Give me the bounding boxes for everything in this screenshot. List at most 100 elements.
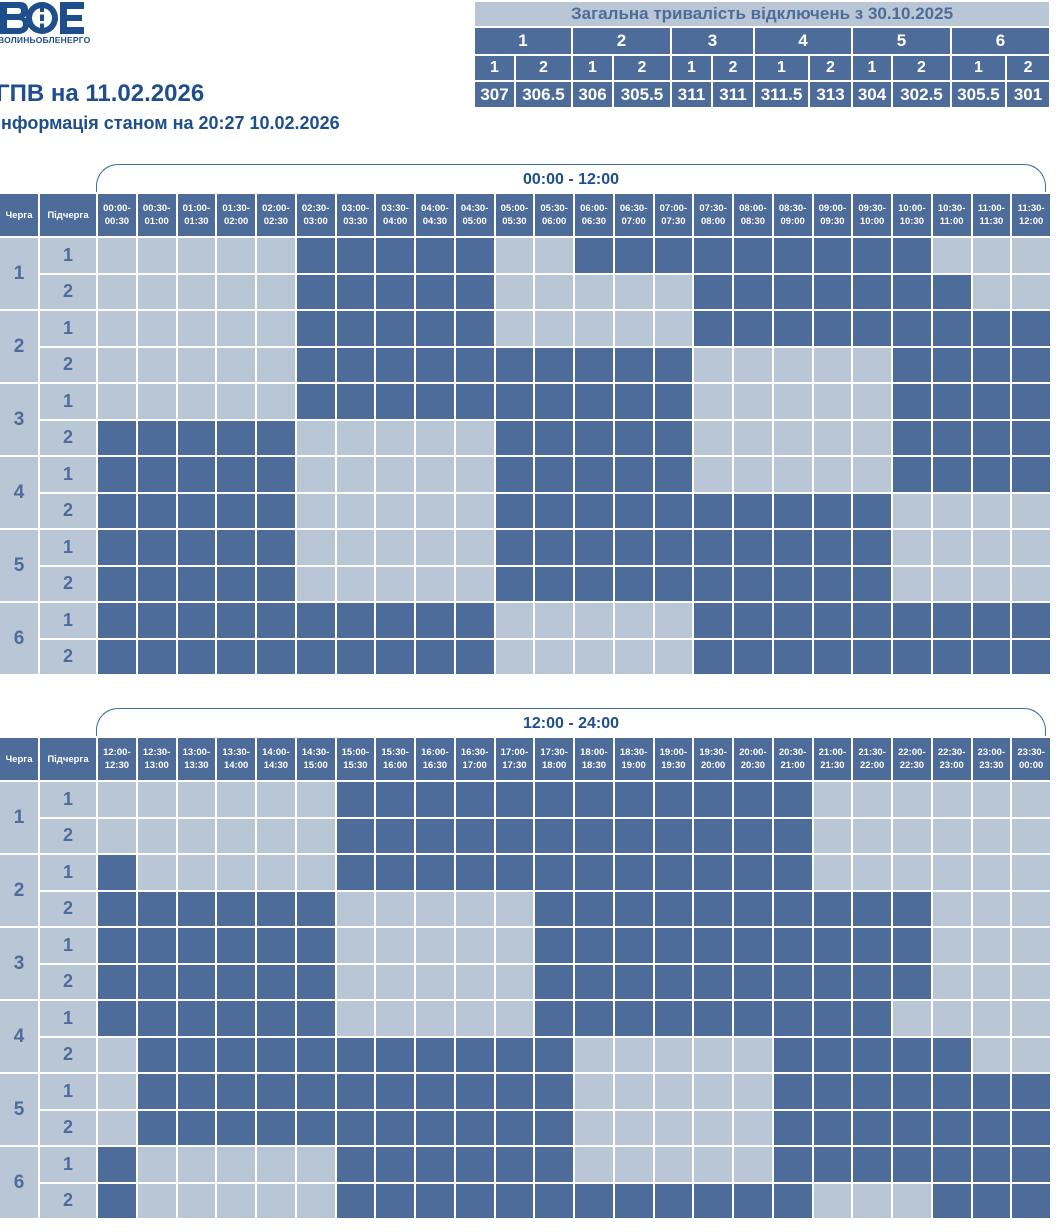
power-on-cell: [1010, 962, 1052, 1001]
time-slot-header: 04:30- 05:00: [453, 192, 496, 238]
outage-cell: [891, 236, 933, 275]
outage-cell: [334, 382, 377, 421]
subqueue-number: 1: [38, 528, 98, 567]
power-on-cell: [135, 345, 178, 384]
queue-number: 2: [0, 853, 40, 928]
queue-number: 6: [0, 1145, 40, 1220]
outage-cell: [374, 816, 416, 855]
outage-cell: [255, 637, 297, 676]
outage-cell: [811, 1145, 854, 1184]
power-on-cell: [453, 962, 496, 1001]
power-on-cell: [811, 418, 854, 457]
power-on-cell: [652, 1072, 695, 1111]
subqueue-number: 2: [38, 491, 98, 530]
outage-cell: [175, 1072, 218, 1111]
outage-cell: [135, 528, 178, 567]
time-slot-header: 10:30- 11:00: [930, 192, 973, 238]
time-slot-header: 17:00- 17:30: [493, 736, 536, 782]
outage-cell: [175, 455, 218, 494]
summary-duration-value: 306: [571, 80, 614, 109]
outage-cell: [612, 780, 655, 819]
outage-cell: [533, 999, 575, 1038]
schedule-table: Черга Підчерга 12:00- 12:30 12:30- 13:00 13:00…: [0, 736, 1052, 1220]
outage-cell: [453, 309, 496, 348]
power-on-cell: [930, 236, 973, 275]
outage-cell: [652, 926, 695, 965]
summary-duration-value: 311: [711, 80, 755, 109]
summary-title: Загальна тривалість відключень з 30.10.2…: [472, 0, 1052, 28]
outage-cell: [135, 491, 178, 530]
outage-cell: [374, 382, 416, 421]
summary-subgroup: 2: [711, 54, 755, 82]
power-on-cell: [374, 999, 416, 1038]
queue-number: 5: [0, 528, 40, 603]
outage-cell: [96, 601, 138, 640]
power-on-cell: [334, 889, 377, 928]
outage-duration-summary: Загальна тривалість відключень з 30.10.2…: [472, 0, 1052, 109]
outage-cell: [334, 345, 377, 384]
outage-cell: [135, 1108, 178, 1147]
table-row: 2: [0, 418, 1052, 457]
outage-cell: [771, 272, 814, 311]
power-on-cell: [135, 1145, 178, 1184]
time-slot-header: 13:30- 14:00: [215, 736, 257, 782]
outage-cell: [414, 1108, 456, 1147]
outage-cell: [732, 889, 774, 928]
outage-cell: [533, 1145, 575, 1184]
power-on-cell: [811, 853, 854, 892]
power-on-cell: [612, 1108, 655, 1147]
outage-cell: [891, 1035, 933, 1074]
power-on-cell: [533, 309, 575, 348]
power-on-cell: [175, 345, 218, 384]
outage-cell: [930, 1181, 973, 1220]
power-on-cell: [573, 272, 615, 311]
outage-cell: [732, 816, 774, 855]
outage-cell: [135, 564, 178, 603]
outage-cell: [96, 853, 138, 892]
subqueue-number: 2: [38, 889, 98, 928]
outage-cell: [255, 418, 297, 457]
outage-cell: [96, 999, 138, 1038]
power-on-cell: [96, 1108, 138, 1147]
outage-cell: [692, 637, 734, 676]
outage-cell: [612, 528, 655, 567]
outage-cell: [533, 816, 575, 855]
time-slot-header: 09:00- 09:30: [811, 192, 854, 238]
outage-cell: [294, 1072, 337, 1111]
subqueue-number: 1: [38, 853, 98, 892]
time-slot-header: 07:00- 07:30: [652, 192, 695, 238]
outage-cell: [453, 1181, 496, 1220]
power-on-cell: [970, 962, 1013, 1001]
outage-cell: [851, 528, 893, 567]
outage-cell: [493, 1108, 536, 1147]
power-on-cell: [1010, 528, 1052, 567]
power-on-cell: [96, 1035, 138, 1074]
power-on-cell: [652, 1035, 695, 1074]
outage-cell: [334, 1072, 377, 1111]
outage-cell: [414, 1181, 456, 1220]
outage-cell: [612, 999, 655, 1038]
summary-group-1: 1: [473, 26, 573, 56]
power-on-cell: [215, 816, 257, 855]
time-slot-header: 06:30- 07:00: [612, 192, 655, 238]
outage-cell: [215, 1072, 257, 1111]
outage-cell: [811, 999, 854, 1038]
outage-cell: [612, 345, 655, 384]
power-on-cell: [175, 780, 218, 819]
power-on-cell: [493, 637, 536, 676]
power-on-cell: [970, 236, 1013, 275]
outage-cell: [851, 309, 893, 348]
power-on-cell: [1010, 491, 1052, 530]
outage-cell: [255, 926, 297, 965]
outage-cell: [294, 1108, 337, 1147]
power-on-cell: [891, 816, 933, 855]
table-row: 2: [0, 637, 1052, 676]
outage-cell: [771, 816, 814, 855]
outage-cell: [771, 962, 814, 1001]
power-on-cell: [692, 1145, 734, 1184]
power-on-cell: [374, 564, 416, 603]
outage-cell: [573, 889, 615, 928]
outage-cell: [930, 1035, 973, 1074]
